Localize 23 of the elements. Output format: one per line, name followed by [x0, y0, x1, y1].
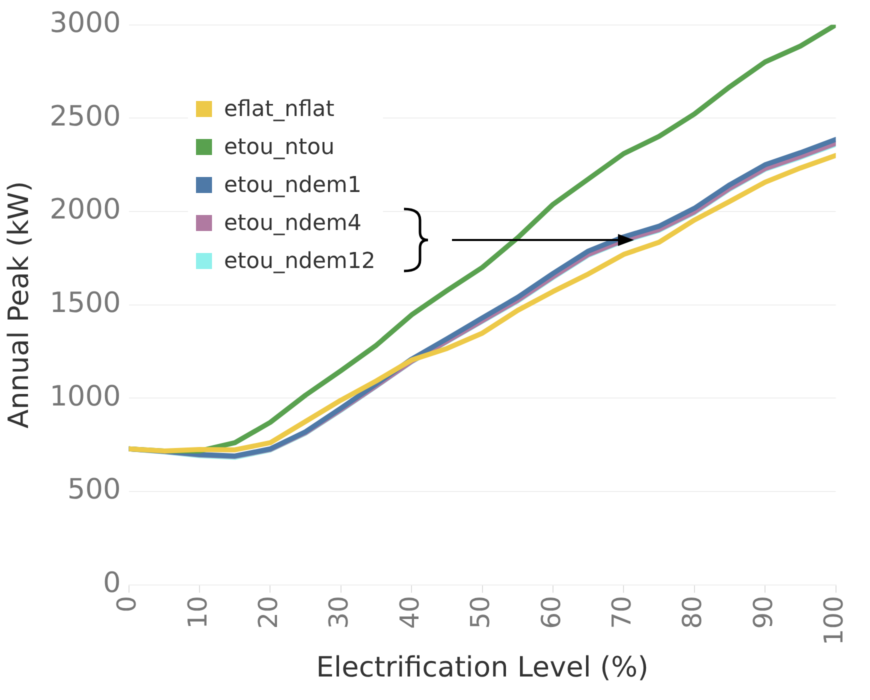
y-tick-label: 2500: [50, 99, 121, 132]
x-tick-label: 10: [183, 596, 214, 629]
x-tick-label: 60: [536, 596, 567, 629]
x-tick-label: 70: [607, 596, 638, 629]
x-tick-label: 80: [678, 596, 708, 629]
y-tick-label: 3000: [50, 6, 121, 40]
x-tick-label: 100: [820, 596, 850, 646]
x-axis-title: Electrification Level (%): [316, 650, 649, 684]
legend-label: etou_ndem4: [224, 210, 362, 236]
y-tick-label: 500: [67, 472, 121, 506]
x-tick-label: 90: [748, 596, 779, 629]
x-tick-label: 50: [466, 596, 496, 629]
y-tick-label: 1500: [50, 286, 121, 320]
y-tick-label: 2000: [50, 192, 121, 226]
legend-label: eflat_nflat: [224, 96, 334, 122]
legend-label: etou_ntou: [224, 134, 335, 160]
x-tick-label: 20: [254, 596, 284, 629]
y-axis-title: Annual Peak (kW): [2, 181, 36, 428]
legend-label: etou_ndem12: [224, 248, 376, 274]
legend-label: etou_ndem1: [224, 172, 362, 198]
x-tick-label: 30: [324, 596, 355, 629]
y-tick-label: 1000: [50, 379, 121, 412]
x-tick-label: 40: [395, 596, 426, 629]
